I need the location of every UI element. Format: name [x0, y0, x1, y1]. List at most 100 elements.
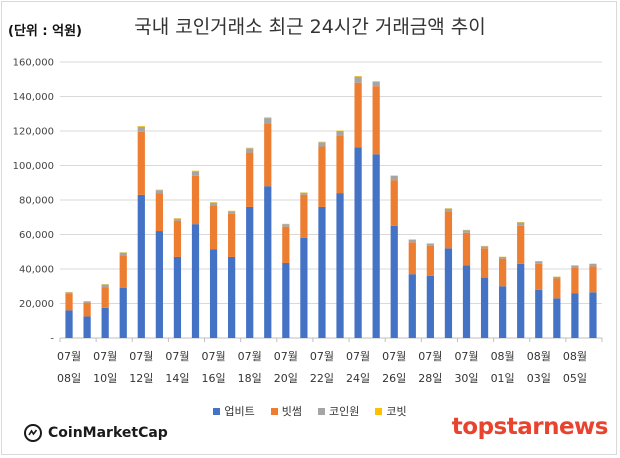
bar-segment [246, 206, 254, 338]
chart-title: 국내 코인거래소 최근 24시간 거래금액 추이 [134, 16, 486, 38]
bar-segment [264, 123, 272, 187]
bar-segment [390, 175, 398, 181]
x-tick-month: 07월 [93, 350, 117, 363]
x-tick-day: 12일 [129, 371, 153, 385]
legend: 업비트 빗썸 코인원 코빗 [0, 403, 620, 419]
bar-segment [246, 152, 254, 207]
y-tick-label: 120,000 [13, 127, 54, 138]
x-tick-month: 07월 [454, 350, 478, 363]
bar-segment [354, 147, 362, 338]
bar-segment [336, 131, 344, 136]
bar-segment [83, 316, 91, 338]
bar-segment [155, 189, 163, 191]
bar-segment [137, 131, 145, 195]
x-tick-month: 07월 [274, 350, 298, 363]
bars [65, 75, 597, 338]
bar-segment [101, 307, 109, 338]
bar-segment [408, 239, 416, 243]
legend-label: 업비트 [224, 405, 255, 418]
bar-segment [571, 267, 579, 294]
bar-segment [264, 117, 272, 119]
legend-swatch [375, 407, 383, 415]
bar-segment [282, 262, 290, 338]
x-tick-month: 08월 [491, 350, 515, 363]
y-tick-label: 140,000 [13, 92, 54, 103]
bar-segment [228, 213, 236, 257]
x-tick-day: 22일 [310, 371, 334, 385]
y-tick-label: 160,000 [13, 58, 54, 69]
x-tick-day: 30일 [454, 371, 478, 385]
bar-segment [318, 146, 326, 207]
bar-segment [300, 194, 308, 238]
bar-segment [372, 86, 380, 155]
bar-segment [354, 82, 362, 148]
bar-segment [173, 220, 182, 257]
y-tick-label: 60,000 [19, 230, 54, 241]
bar-segment [101, 284, 109, 288]
bar-segment [318, 141, 326, 143]
x-tick-day: 26일 [382, 371, 406, 385]
bar-segment [173, 256, 182, 338]
x-tick-day: 28일 [418, 371, 442, 385]
bar-segment [499, 286, 507, 338]
bar-segment [354, 76, 362, 83]
legend-swatch [318, 407, 325, 415]
unit-label: (단위 : 억원) [8, 24, 82, 39]
legend-swatch [213, 407, 221, 415]
x-tick-month: 08월 [563, 350, 587, 363]
bar-segment [408, 242, 416, 275]
bar-segment [589, 292, 597, 338]
bar-segment [426, 243, 434, 246]
bar-segment [65, 292, 73, 295]
legend-label: 코빗 [386, 405, 407, 418]
x-tick-month: 07월 [310, 350, 334, 363]
x-tick-day: 05일 [563, 371, 587, 385]
bar-segment [209, 205, 218, 250]
bar-segment [318, 142, 326, 147]
bar-segment [408, 274, 416, 338]
x-tick-day: 08일 [57, 371, 81, 385]
bar-segment [517, 225, 525, 264]
bar-segment [65, 310, 73, 338]
bar-segment [191, 170, 200, 172]
bar-segment [444, 248, 453, 338]
bar-segment [191, 175, 200, 225]
coinmarketcap-logo: CoinMarketCap [24, 424, 168, 442]
bar-segment [119, 287, 127, 338]
x-tick-month: 07월 [202, 350, 226, 363]
bar-segment [300, 192, 308, 195]
legend-swatch [270, 407, 278, 415]
bar-segment [300, 237, 308, 338]
bar-segment [264, 118, 272, 124]
bar-segment [137, 126, 145, 132]
bar-segment [65, 294, 73, 311]
y-axis-ticks: - 20,000 40,000 60,000 80,000 100,000 120,000 1… [13, 58, 55, 345]
bar-segment [480, 248, 489, 278]
bar-segment [155, 193, 163, 232]
bar-segment [426, 275, 434, 338]
bar-segment [553, 276, 561, 279]
bar-segment [535, 289, 543, 338]
bar-segment [282, 224, 290, 227]
bar-segment [228, 256, 236, 338]
x-tick-day: 03일 [527, 371, 551, 385]
y-tick-label: - [50, 334, 54, 345]
x-tick-month: 07월 [129, 350, 153, 363]
legend-label: 빗썸 [281, 405, 302, 418]
bar-segment [137, 125, 145, 127]
x-tick-day: 01일 [491, 371, 515, 385]
bar-segment [535, 263, 543, 290]
x-tick-month: 08월 [527, 350, 551, 363]
bar-segment [173, 218, 182, 221]
coinmarketcap-logo-text: CoinMarketCap [48, 425, 168, 441]
x-tick-month: 07월 [165, 350, 189, 363]
bar-segment [191, 224, 200, 338]
x-tick-day: 18일 [238, 371, 262, 385]
bar-segment [372, 81, 380, 87]
bar-segment [480, 277, 489, 338]
bar-segment [553, 278, 561, 299]
x-tick-day: 20일 [274, 371, 298, 385]
bar-segment [119, 255, 127, 288]
bar-segment [354, 75, 362, 77]
bar-segment [155, 231, 163, 338]
